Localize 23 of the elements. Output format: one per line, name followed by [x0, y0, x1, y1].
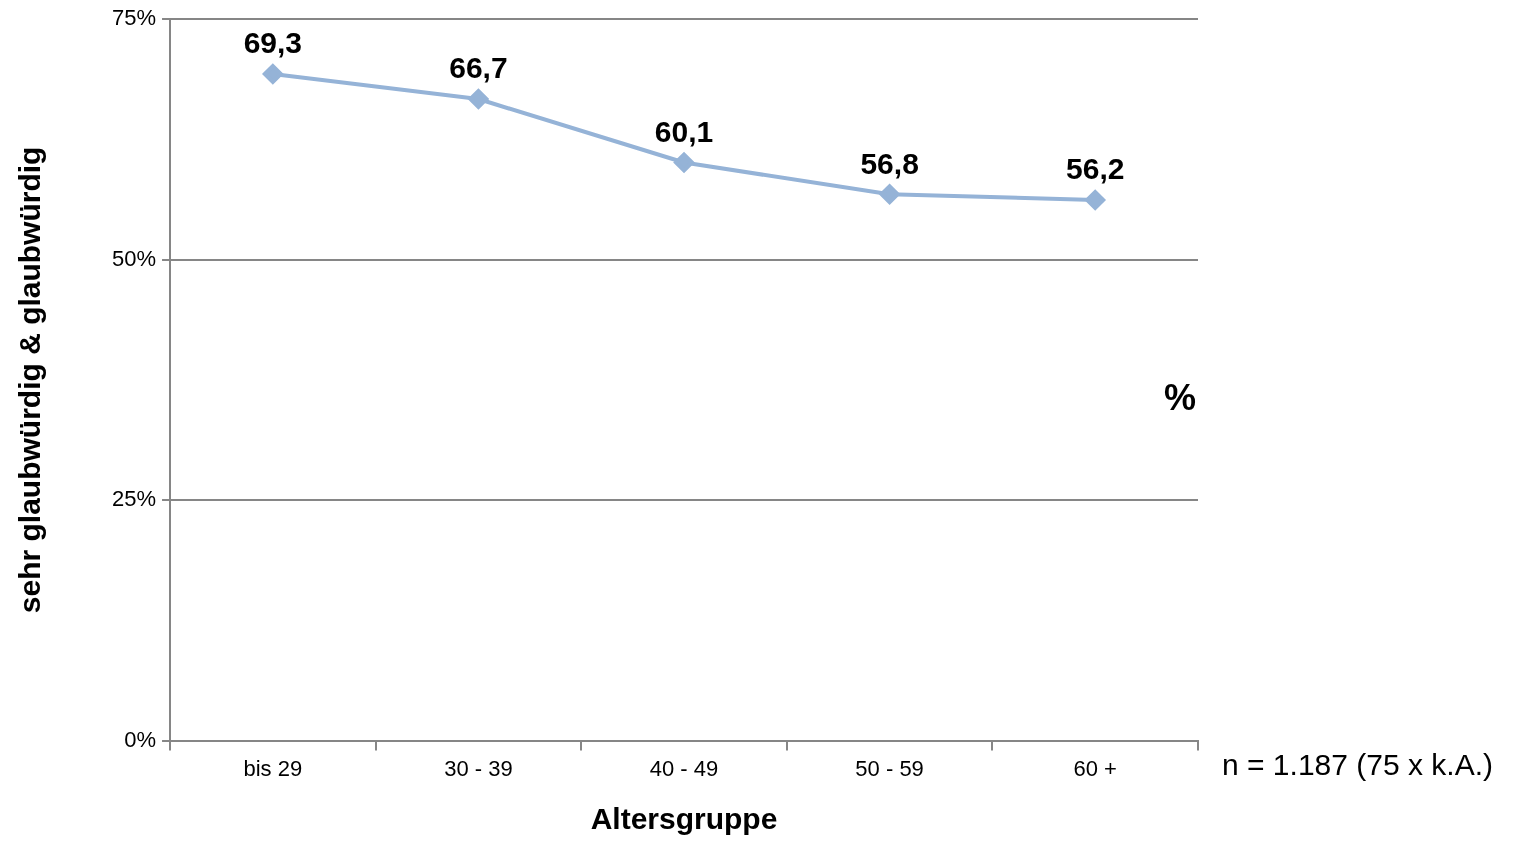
point	[674, 152, 695, 173]
y-tick-label: 0%	[124, 726, 157, 752]
data-label: 60,1	[654, 114, 714, 148]
x-tick-label: 60 +	[1073, 755, 1117, 781]
text: n = 1.187 (75 x k.A.)	[1222, 747, 1493, 781]
x-tick-label: 40 - 49	[649, 755, 719, 781]
y-tick-label: 75%	[111, 5, 157, 31]
point	[468, 89, 489, 110]
point	[879, 184, 900, 205]
y-tick-label: 25%	[111, 486, 157, 512]
point	[1085, 190, 1106, 211]
x-tick-label: 50 - 59	[855, 755, 924, 781]
data-label: 56,8	[860, 146, 919, 180]
annotation: %	[1163, 376, 1196, 418]
y-axis-title: sehr glaubwürdig & glaubwürdig	[13, 146, 47, 614]
x-axis-title: Altersgruppe	[590, 802, 778, 836]
data-label: 56,2	[1066, 152, 1125, 186]
y-tick-label: 50%	[111, 245, 157, 271]
point	[262, 64, 283, 85]
data-label: 69,3	[243, 26, 303, 60]
x-tick-label: 30 - 39	[444, 755, 513, 781]
x-tick-label: bis 29	[243, 755, 303, 781]
data-label: 66,7	[449, 51, 508, 85]
